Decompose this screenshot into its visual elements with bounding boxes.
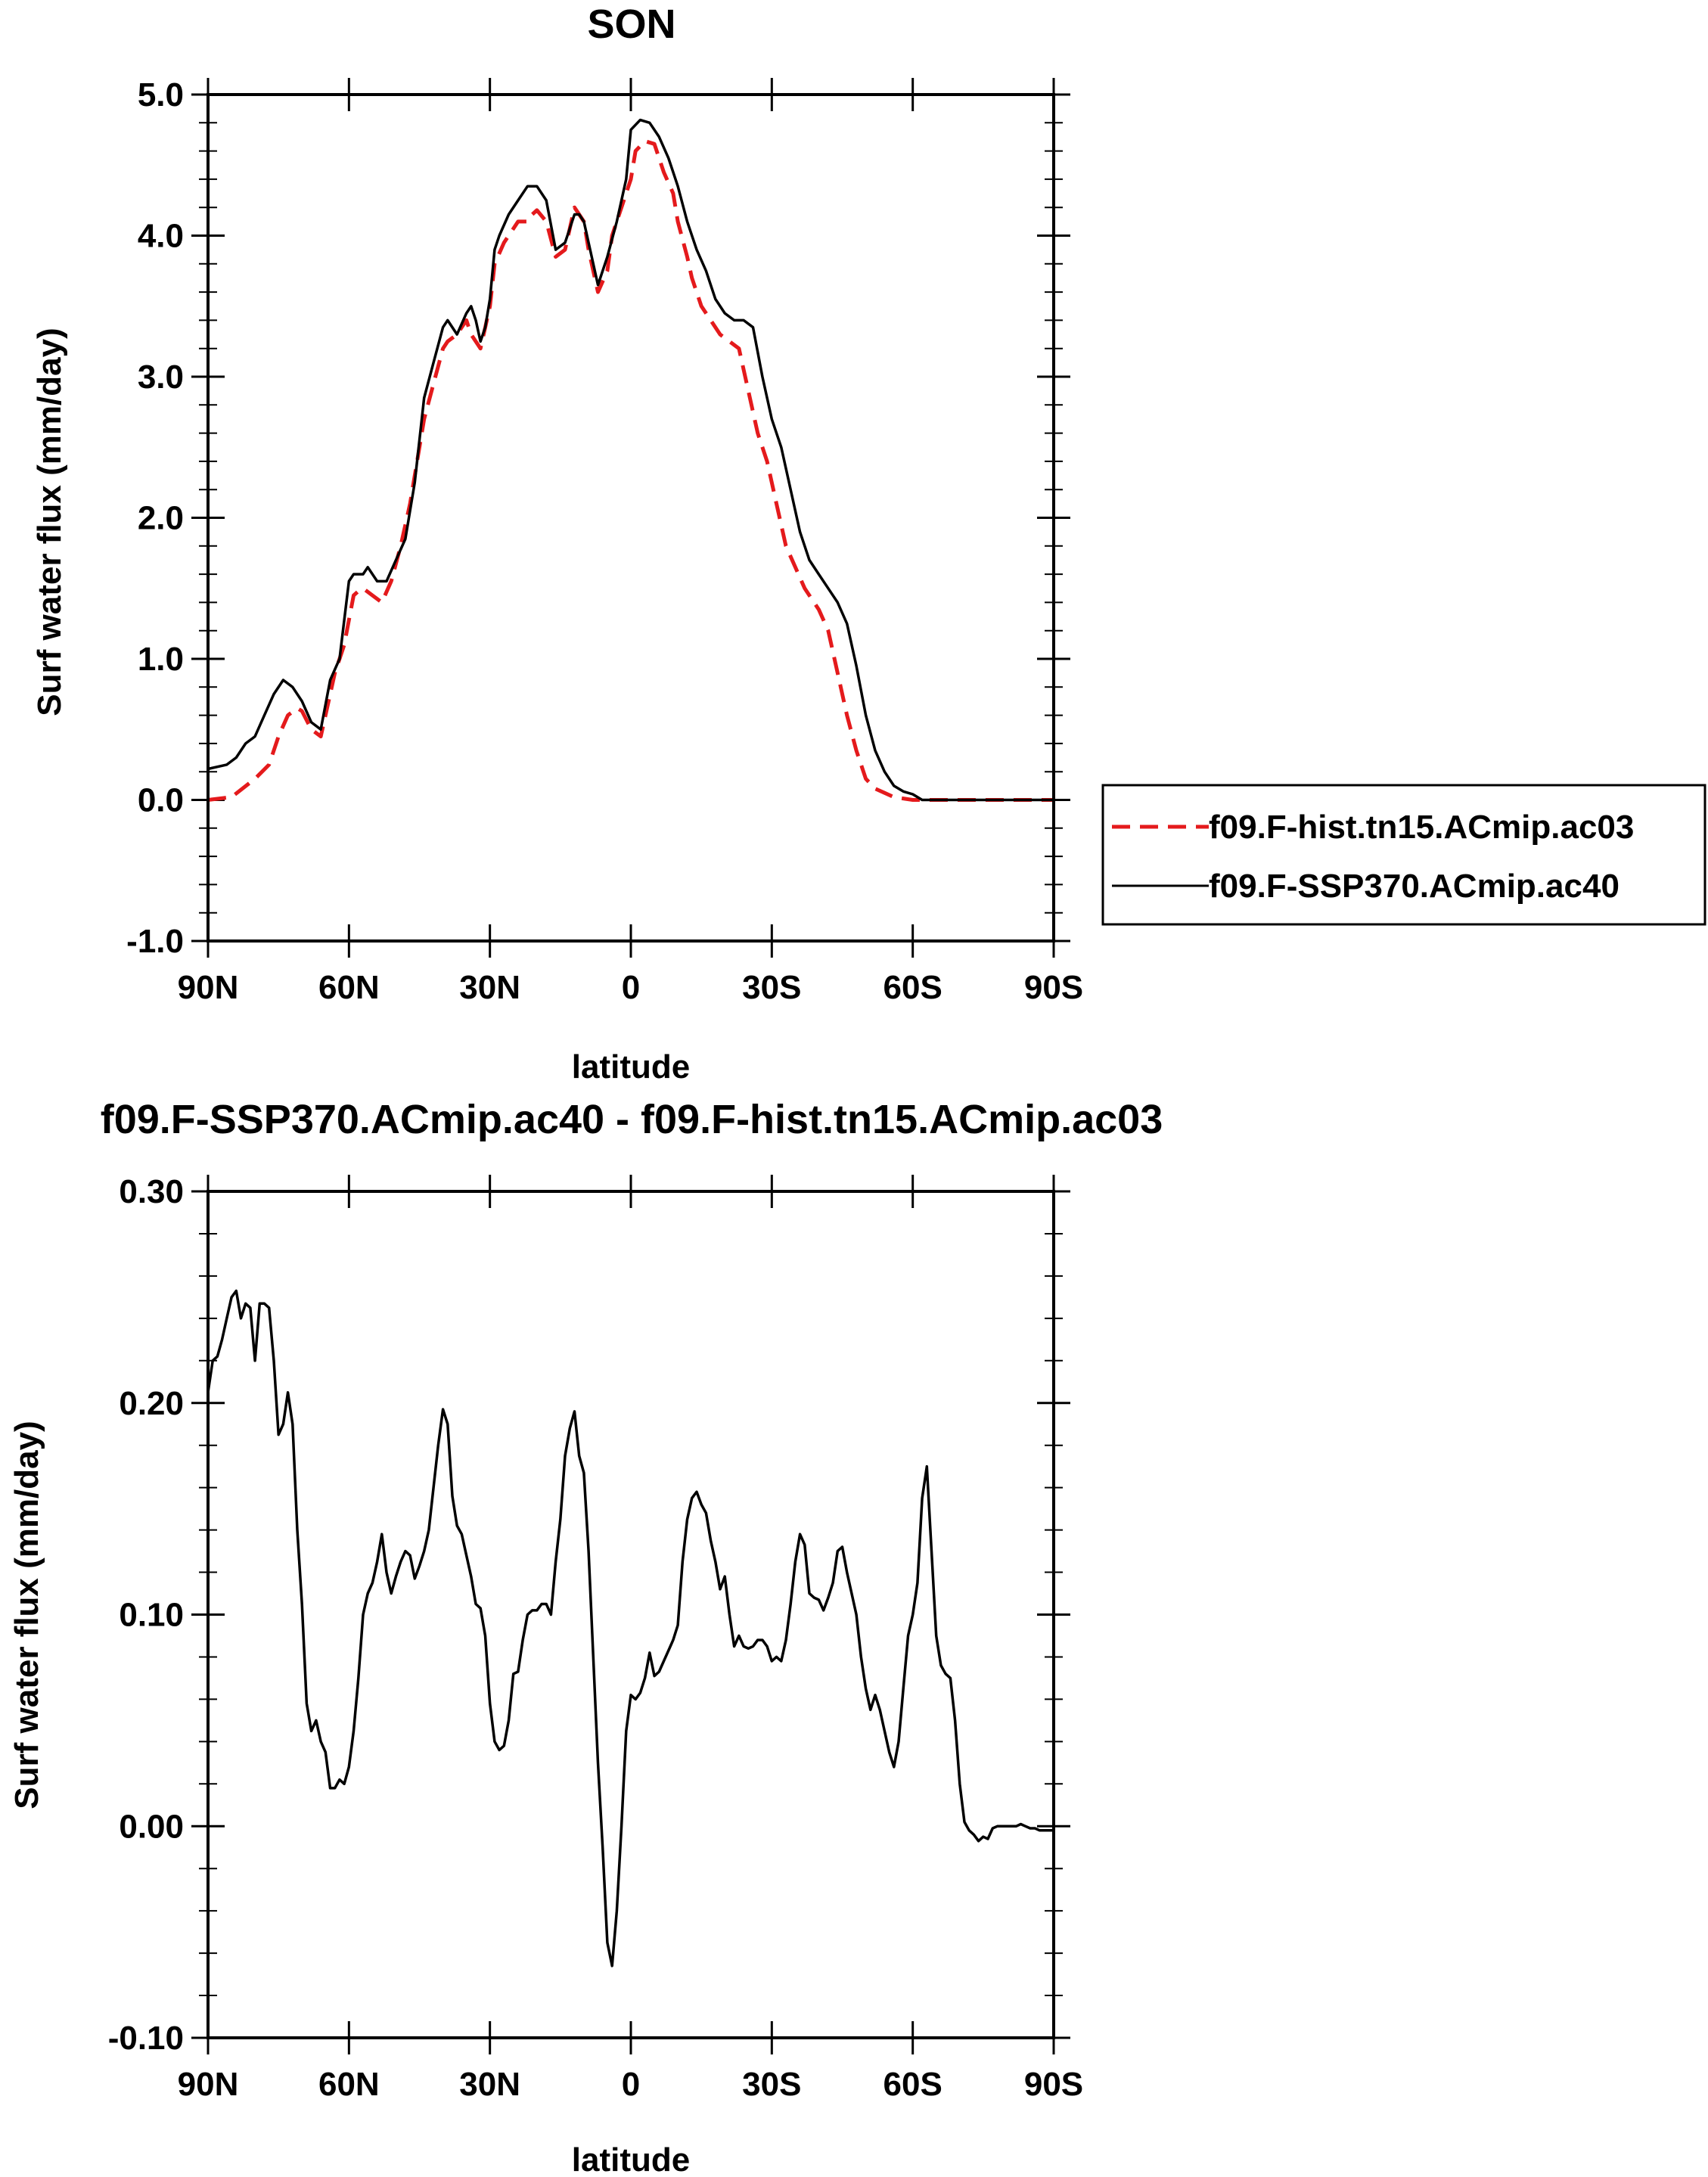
bottom-x-axis-label: latitude	[572, 2141, 690, 2177]
top-y-tick-label: 1.0	[138, 641, 184, 678]
top-plot-frame	[207, 93, 1055, 943]
top-x-tick-label: 30S	[742, 969, 801, 1006]
legend-box	[1101, 784, 1706, 926]
bottom-y-tick-labels: -0.10 0.00 0.10 0.20 0.30	[108, 1173, 184, 2057]
top-y-tick-label: 2.0	[138, 500, 184, 537]
bottom-x-tick-label: 30N	[459, 2066, 520, 2103]
top-series-line-1	[207, 118, 1054, 802]
bottom-x-tick-labels: 90N 60N 30N 0 30S 60S 90S	[178, 2066, 1084, 2103]
bottom-x-tick-label: 90N	[178, 2066, 239, 2103]
top-y-tick-labels: -1.0 0.0 1.0 2.0 3.0 4.0 5.0	[126, 76, 184, 960]
top-x-tick-label: 60N	[318, 969, 380, 1006]
top-y-tick-label: 3.0	[138, 359, 184, 396]
bottom-x-tick-label: 0	[622, 2066, 640, 2103]
bottom-y-tick-label: 0.10	[119, 1597, 184, 1634]
bottom-y-tick-label: 0.30	[119, 1173, 184, 1210]
bottom-y-tick-label: -0.10	[108, 2020, 184, 2057]
bottom-x-tick-label: 60S	[884, 2066, 943, 2103]
bottom-x-tick-label: 60N	[318, 2066, 380, 2103]
top-x-tick-label: 90S	[1024, 969, 1083, 1006]
top-x-tick-label: 90N	[178, 969, 239, 1006]
bottom-panel: f09.F-SSP370.ACmip.ac40 - f09.F-hist.tn1…	[8, 1097, 1163, 2177]
top-chart-title: SON	[587, 2, 675, 47]
top-x-tick-label: 60S	[884, 969, 943, 1006]
top-x-axis-label: latitude	[572, 1048, 690, 1085]
top-y-tick-label: 4.0	[138, 218, 184, 255]
bottom-y-tick-label: 0.00	[119, 1808, 184, 1845]
top-x-tick-label: 30N	[459, 969, 520, 1006]
top-y-tick-label: -1.0	[126, 923, 184, 960]
top-y-tick-label: 5.0	[138, 76, 184, 113]
bottom-series	[207, 1289, 1054, 1967]
bottom-x-tick-label: 30S	[742, 2066, 801, 2103]
bottom-y-tick-label: 0.20	[119, 1385, 184, 1422]
top-tick-marks	[191, 78, 1070, 958]
legend-label-ssp370: f09.F-SSP370.ACmip.ac40	[1209, 868, 1619, 905]
top-series-line-0	[207, 139, 1054, 802]
top-y-axis-label: Surf water flux (mm/day)	[31, 328, 68, 716]
top-x-tick-labels: 90N 60N 30N 0 30S 60S 90S	[178, 969, 1084, 1006]
top-y-tick-label: 0.0	[138, 782, 184, 819]
bottom-chart-title: f09.F-SSP370.ACmip.ac40 - f09.F-hist.tn1…	[101, 1097, 1163, 1142]
bottom-tick-marks	[191, 1175, 1070, 2054]
bottom-y-axis-label: Surf water flux (mm/day)	[8, 1421, 45, 1809]
top-x-tick-label: 0	[622, 969, 640, 1006]
bottom-x-tick-label: 90S	[1024, 2066, 1083, 2103]
legend-label-hist: f09.F-hist.tn15.ACmip.ac03	[1209, 809, 1634, 846]
bottom-plot-frame	[207, 1190, 1055, 2039]
top-panel: SON Surf water flux (mm/day) latitude -1…	[31, 2, 1706, 1085]
top-series	[207, 118, 1054, 802]
legend: f09.F-hist.tn15.ACmip.ac03 f09.F-SSP370.…	[1101, 784, 1706, 926]
bottom-series-line-0	[207, 1289, 1054, 1967]
